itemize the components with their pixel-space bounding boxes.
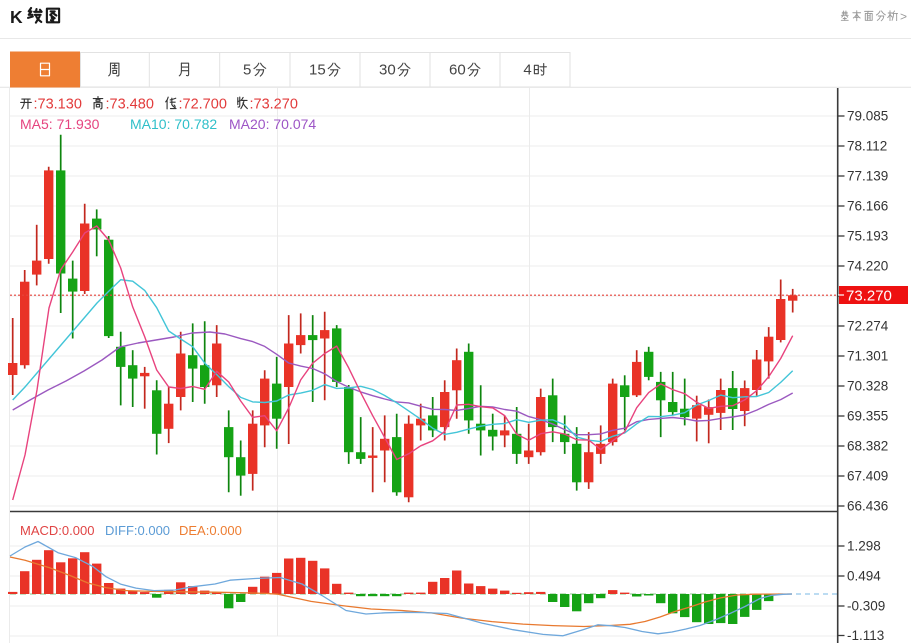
svg-text:60: 60 [449, 62, 466, 79]
svg-text:76.166: 76.166 [847, 199, 888, 214]
svg-text:>: > [900, 10, 907, 24]
svg-text:72.274: 72.274 [847, 319, 889, 334]
svg-text:73.270: 73.270 [846, 288, 892, 305]
svg-text:78.112: 78.112 [847, 139, 887, 154]
svg-text:68.382: 68.382 [847, 439, 888, 454]
svg-text::73.270: :73.270 [250, 97, 298, 113]
svg-text:0.494: 0.494 [847, 569, 881, 584]
svg-text:71.301: 71.301 [847, 349, 888, 364]
svg-text:75.193: 75.193 [847, 229, 888, 244]
svg-text:DEA:0.000: DEA:0.000 [179, 523, 242, 538]
svg-text:70.328: 70.328 [847, 379, 888, 394]
svg-text:MA10: 70.782: MA10: 70.782 [130, 116, 217, 132]
svg-text:5: 5 [243, 62, 251, 79]
svg-text:MACD:0.000: MACD:0.000 [20, 523, 94, 538]
svg-text:-0.309: -0.309 [847, 599, 885, 614]
svg-text:77.139: 77.139 [847, 169, 888, 184]
svg-text:30: 30 [379, 62, 396, 79]
svg-text:67.409: 67.409 [847, 469, 888, 484]
svg-text::73.130: :73.130 [34, 97, 82, 113]
svg-text:4: 4 [523, 62, 531, 79]
svg-text:K: K [10, 7, 23, 27]
svg-text:79.085: 79.085 [847, 109, 888, 124]
svg-text:MA20: 70.074: MA20: 70.074 [229, 116, 316, 132]
svg-text::72.700: :72.700 [179, 97, 227, 113]
svg-text:15: 15 [309, 62, 326, 79]
svg-text:69.355: 69.355 [847, 409, 888, 424]
svg-text::73.480: :73.480 [106, 97, 154, 113]
svg-text:-1.113: -1.113 [847, 628, 884, 643]
svg-text:DIFF:0.000: DIFF:0.000 [105, 523, 170, 538]
svg-text:MA5: 71.930: MA5: 71.930 [20, 116, 100, 132]
svg-text:1.298: 1.298 [847, 539, 881, 554]
svg-text:74.220: 74.220 [847, 259, 888, 274]
svg-text:66.436: 66.436 [847, 499, 888, 514]
